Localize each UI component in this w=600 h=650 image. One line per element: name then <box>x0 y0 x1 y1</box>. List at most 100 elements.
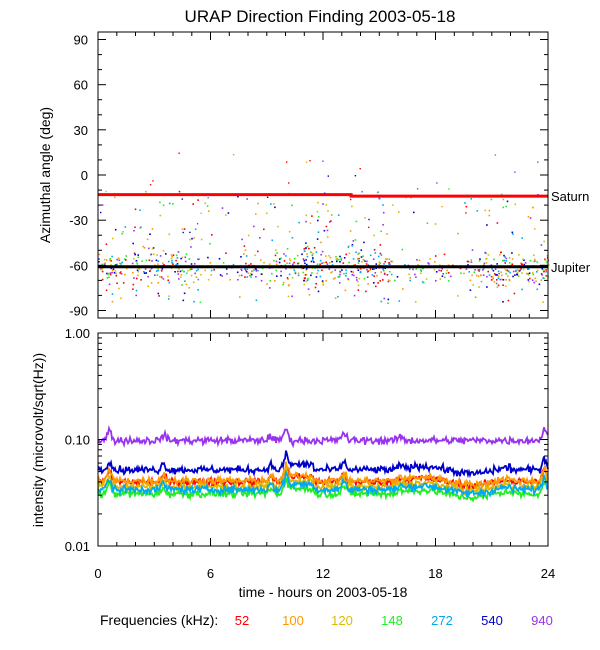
azimuth-point <box>286 248 289 250</box>
azimuth-point <box>278 261 281 264</box>
azimuth-point <box>159 201 161 204</box>
azimuth-point <box>255 213 257 215</box>
azimuth-point <box>384 260 386 263</box>
azimuth-point <box>504 269 507 271</box>
azimuth-point <box>317 231 320 233</box>
azimuth-point <box>457 232 459 235</box>
azimuth-point <box>180 273 183 276</box>
azimuth-point <box>487 270 489 273</box>
azimuth-point <box>483 262 486 265</box>
azimuth-point <box>364 260 366 263</box>
azimuth-point <box>470 198 472 200</box>
azimuth-point <box>219 274 222 276</box>
azimuth-point <box>322 281 324 284</box>
azimuth-point <box>288 284 290 286</box>
azimuth-point <box>512 275 514 278</box>
azimuth-point <box>343 272 345 275</box>
azimuth-point <box>293 269 296 272</box>
azimuth-point <box>247 234 250 237</box>
intensity-y-axis-label: intensity (microvolt/sqrt(Hz)) <box>30 353 46 527</box>
azimuth-point <box>160 270 163 272</box>
azimuth-point <box>132 271 134 274</box>
azimuth-point <box>413 211 415 214</box>
azimuth-point <box>360 256 363 258</box>
azimuth-point <box>396 276 399 278</box>
azimuth-point <box>249 272 252 275</box>
azimuth-point <box>472 284 474 286</box>
azimuth-point <box>198 258 200 260</box>
azimuth-point <box>101 268 104 270</box>
azimuth-point <box>171 262 173 264</box>
azimuth-point <box>206 205 209 207</box>
azimuth-point <box>204 269 206 272</box>
azimuth-point <box>335 255 337 258</box>
azimuth-point <box>533 254 535 256</box>
azimuth-point <box>380 271 382 273</box>
azimuth-point <box>351 244 354 246</box>
azimuth-point <box>301 253 303 256</box>
azimuth-point <box>120 297 122 300</box>
azimuth-point <box>122 231 124 233</box>
azimuth-point <box>459 267 462 270</box>
azimuth-point <box>316 272 319 275</box>
azimuth-point <box>538 283 541 286</box>
azimuth-point <box>365 263 368 265</box>
azimuth-point <box>255 270 258 272</box>
azimuth-point <box>115 264 117 266</box>
azimuth-point <box>157 269 160 272</box>
azimuth-point <box>470 261 473 263</box>
azimuth-point <box>298 221 300 224</box>
azimuth-point <box>246 268 249 271</box>
azimuth-point <box>338 282 341 284</box>
azimuth-point <box>434 223 437 225</box>
azimuth-point <box>488 209 491 212</box>
azimuth-point <box>313 261 315 263</box>
azimuth-point <box>401 248 404 251</box>
azimuth-point <box>330 220 332 222</box>
azimuth-point <box>177 270 179 273</box>
azimuth-point <box>184 256 187 259</box>
legend-entry-272khz: 272 <box>431 613 453 628</box>
azimuth-point <box>138 268 141 270</box>
azimuth-point <box>541 267 543 270</box>
azimuth-point <box>329 262 331 264</box>
intensity-axis-ticks: 0.01 0.10 1.00 <box>65 326 548 554</box>
azimuth-point <box>377 282 379 284</box>
azimuth-point <box>165 253 167 255</box>
azimuth-point <box>175 264 177 266</box>
azimuth-point <box>107 272 110 275</box>
x-tick-label: 24 <box>541 566 555 581</box>
azimuth-point <box>496 222 499 224</box>
intensity-traces <box>97 424 549 503</box>
azimuth-point <box>372 268 374 270</box>
azimuth-point <box>306 245 309 248</box>
azimuth-point <box>159 275 161 278</box>
azimuth-point <box>536 288 539 291</box>
azimuth-point <box>134 208 137 211</box>
azimuth-point <box>291 277 294 279</box>
azimuth-point <box>162 204 165 207</box>
azimuth-point <box>291 237 294 239</box>
azimuth-point <box>237 278 239 281</box>
azimuth-point <box>305 214 308 217</box>
azimuth-point <box>271 272 273 275</box>
azimuth-point <box>123 258 126 260</box>
azimuth-point <box>348 252 351 255</box>
azimuth-point <box>382 267 384 270</box>
azimuth-point <box>283 260 286 262</box>
azimuth-point <box>175 254 178 257</box>
azimuth-point <box>240 268 243 271</box>
azimuth-point <box>544 258 546 261</box>
azimuth-point <box>409 277 411 279</box>
legend-entry-100khz: 100 <box>282 613 304 628</box>
azimuth-point <box>190 274 193 277</box>
azimuth-point <box>193 263 196 265</box>
azimuth-point <box>383 263 385 265</box>
azimuth-point <box>135 289 138 292</box>
azimuth-point <box>490 275 493 278</box>
azimuth-point <box>311 254 314 257</box>
azimuth-point <box>209 262 212 264</box>
azimuth-y-tick-label: 0 <box>81 168 88 183</box>
azimuth-point <box>121 261 123 264</box>
azimuth-point <box>382 279 384 281</box>
